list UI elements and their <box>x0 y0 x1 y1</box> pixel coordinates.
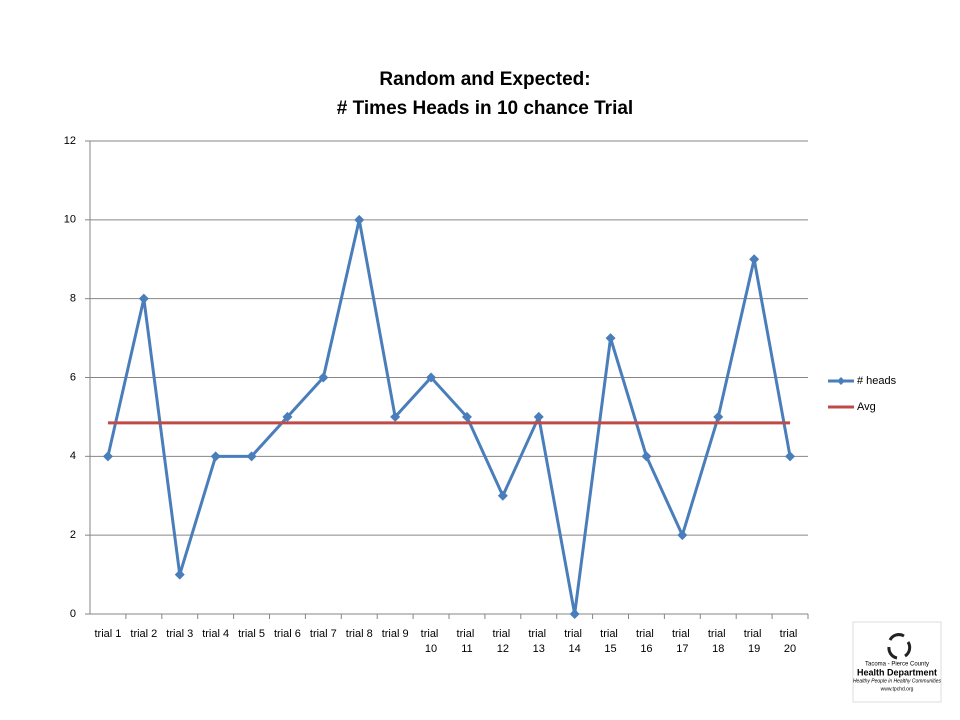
logo-text: Tacoma - Pierce County <box>865 662 929 668</box>
y-tick-label: 0 <box>70 608 76 620</box>
point <box>605 333 616 344</box>
x-tick-label: trial 10 <box>421 628 442 655</box>
y-tick-label: 6 <box>70 371 76 383</box>
x-tick-label: trial 15 <box>600 628 621 655</box>
x-tick-label: trial 8 <box>346 628 373 640</box>
y-tick-label: 4 <box>70 450 76 462</box>
x-tick-label: trial 4 <box>202 628 229 640</box>
point <box>138 293 149 304</box>
legend-marker <box>837 377 845 385</box>
x-tick-label: trial 11 <box>457 628 478 655</box>
point <box>533 411 544 422</box>
y-tick-label: 8 <box>70 293 76 305</box>
x-tick-label: trial 12 <box>492 628 513 655</box>
point <box>677 530 688 541</box>
point <box>174 569 185 580</box>
logo-text: Healthy People in Healthy Communities <box>853 678 942 684</box>
point <box>246 451 257 462</box>
x-tick-label: trial 18 <box>708 628 729 655</box>
point <box>102 451 113 462</box>
legend-label: # heads <box>857 375 897 387</box>
x-tick-label: trial 9 <box>382 628 409 640</box>
x-tick-label: trial 19 <box>744 628 765 655</box>
logo-text: www.tpchd.org <box>881 686 914 692</box>
x-tick-label: trial 1 <box>94 628 121 640</box>
y-tick-label: 12 <box>64 135 76 147</box>
point <box>713 411 724 422</box>
x-tick-label: trial 2 <box>130 628 157 640</box>
x-tick-label: trial 16 <box>636 628 657 655</box>
point <box>354 214 365 225</box>
x-tick-label: trial 6 <box>274 628 301 640</box>
chart-title: Random and Expected: <box>379 69 590 90</box>
x-tick-label: trial 3 <box>166 628 193 640</box>
point <box>210 451 221 462</box>
logo-text: Health Department <box>857 667 937 677</box>
point <box>461 411 472 422</box>
logo: Tacoma - Pierce County Health Department… <box>852 621 942 703</box>
x-tick-label: trial 14 <box>564 628 585 655</box>
point <box>390 411 401 422</box>
point <box>569 609 580 619</box>
y-tick-label: 10 <box>64 214 76 226</box>
x-tick-label: trial 13 <box>528 628 549 655</box>
point <box>641 451 652 462</box>
x-tick-label: trial 7 <box>310 628 337 640</box>
series-line <box>106 219 792 615</box>
point <box>749 254 760 265</box>
point <box>426 372 437 383</box>
logo-icon <box>887 633 912 660</box>
point <box>318 372 329 383</box>
x-tick-label: trial 20 <box>780 628 801 655</box>
chart-subtitle: # Times Heads in 10 chance Trial <box>337 98 633 119</box>
point <box>785 451 796 462</box>
point <box>282 411 293 422</box>
point <box>497 490 508 501</box>
x-tick-label: trial 17 <box>672 628 693 655</box>
legend-label: Avg <box>857 401 876 413</box>
x-tick-label: trial 5 <box>238 628 265 640</box>
y-tick-label: 2 <box>70 529 76 541</box>
